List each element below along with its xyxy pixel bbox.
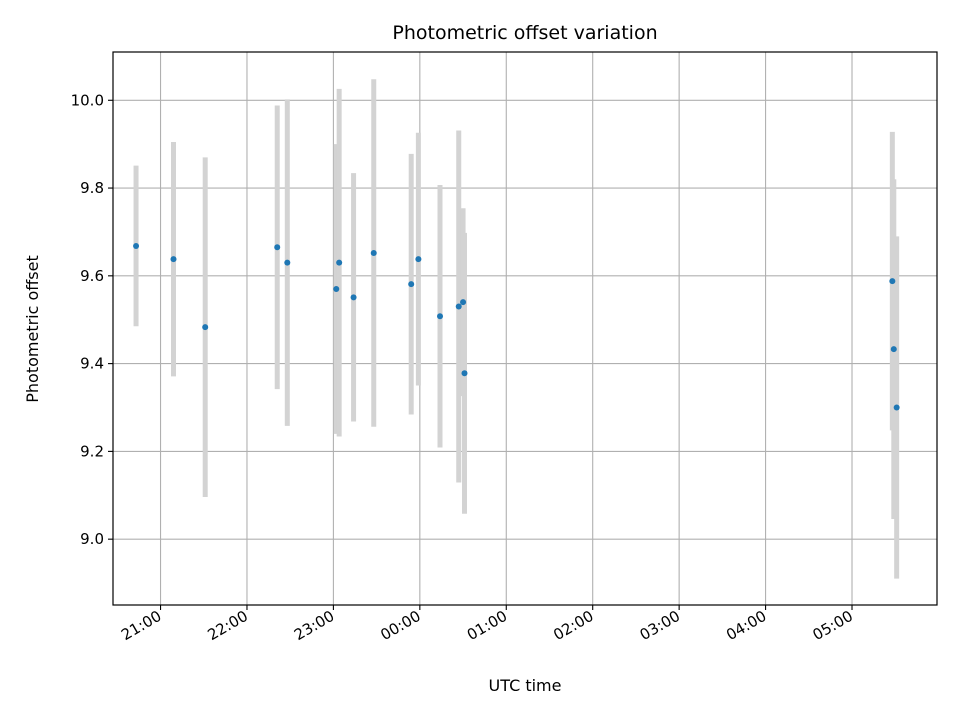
data-point (133, 242, 140, 249)
y-axis-title: Photometric offset (23, 255, 42, 403)
data-point (202, 324, 209, 331)
data-point (415, 256, 422, 263)
y-tick-label: 9.2 (80, 442, 104, 460)
data-point (893, 404, 900, 411)
data-point (350, 294, 357, 301)
x-axis-title: UTC time (489, 676, 562, 695)
y-tick-label: 10.0 (71, 91, 104, 109)
grid (113, 52, 937, 605)
data-point (408, 281, 415, 288)
data-point (437, 313, 444, 320)
y-tick-label: 9.0 (80, 530, 104, 548)
data-point (336, 259, 343, 266)
data-point (455, 303, 462, 310)
y-tick-label: 9.8 (80, 179, 104, 197)
y-tick-label: 9.4 (80, 355, 104, 373)
data-point (461, 370, 468, 377)
data-point (170, 256, 177, 263)
data-point (460, 299, 467, 306)
data-point (890, 346, 897, 353)
y-tick-label: 9.6 (80, 267, 104, 285)
data-point (284, 259, 291, 266)
data-point (333, 286, 340, 292)
plot-area-frame (112, 51, 938, 606)
data-points (133, 242, 900, 411)
data-point (889, 278, 896, 285)
data-point (370, 250, 377, 257)
chart-title: Photometric offset variation (392, 22, 657, 44)
data-point (274, 244, 281, 251)
